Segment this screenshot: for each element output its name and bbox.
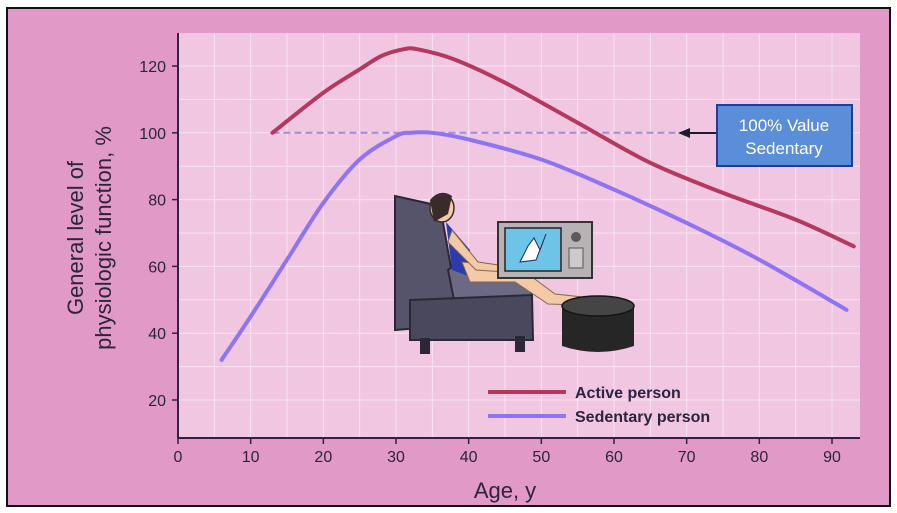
y-tick-label: 100 <box>139 126 166 143</box>
y-tick-label: 80 <box>148 193 166 210</box>
x-tick-label: 80 <box>750 449 768 466</box>
series-line-active <box>270 46 856 249</box>
legend: Active person Sedentary person <box>488 385 710 426</box>
x-tick-label: 60 <box>605 449 623 466</box>
y-tick-label: 120 <box>139 59 166 76</box>
tick-labels: 0 10 20 30 40 50 60 70 80 90 20 40 60 80 100 120 <box>139 59 841 466</box>
x-tick-label: 0 <box>174 449 183 466</box>
y-tick-label: 60 <box>148 259 166 276</box>
y-axis-label-line-2: physiologic function, % <box>91 126 116 350</box>
series-line-sedentary <box>219 130 849 362</box>
callout-100-percent-sedentary: 100% Value Sedentary <box>678 104 853 167</box>
x-tick-label: 50 <box>532 449 550 466</box>
x-tick-label: 70 <box>678 449 696 466</box>
x-axis-label: Age, y <box>474 478 536 503</box>
x-tick-label: 10 <box>242 449 260 466</box>
series-layer <box>219 46 856 362</box>
x-tick-label: 40 <box>460 449 478 466</box>
callout-box <box>716 104 853 167</box>
callout-line-1: 100% Value <box>739 116 829 135</box>
y-tick-label: 40 <box>148 326 166 343</box>
arrow-left-icon <box>678 128 690 138</box>
axes <box>172 33 860 444</box>
callout-line-2: Sedentary <box>745 139 823 158</box>
y-axis-label-line-1: General level of <box>63 160 88 315</box>
legend-label: Sedentary person <box>575 409 710 426</box>
x-tick-label: 20 <box>314 449 332 466</box>
y-tick-label: 20 <box>148 393 166 410</box>
person-in-armchair-watching-tv-icon <box>394 192 635 354</box>
x-tick-label: 90 <box>823 449 841 466</box>
legend-label: Active person <box>575 385 681 402</box>
x-tick-label: 30 <box>387 449 405 466</box>
